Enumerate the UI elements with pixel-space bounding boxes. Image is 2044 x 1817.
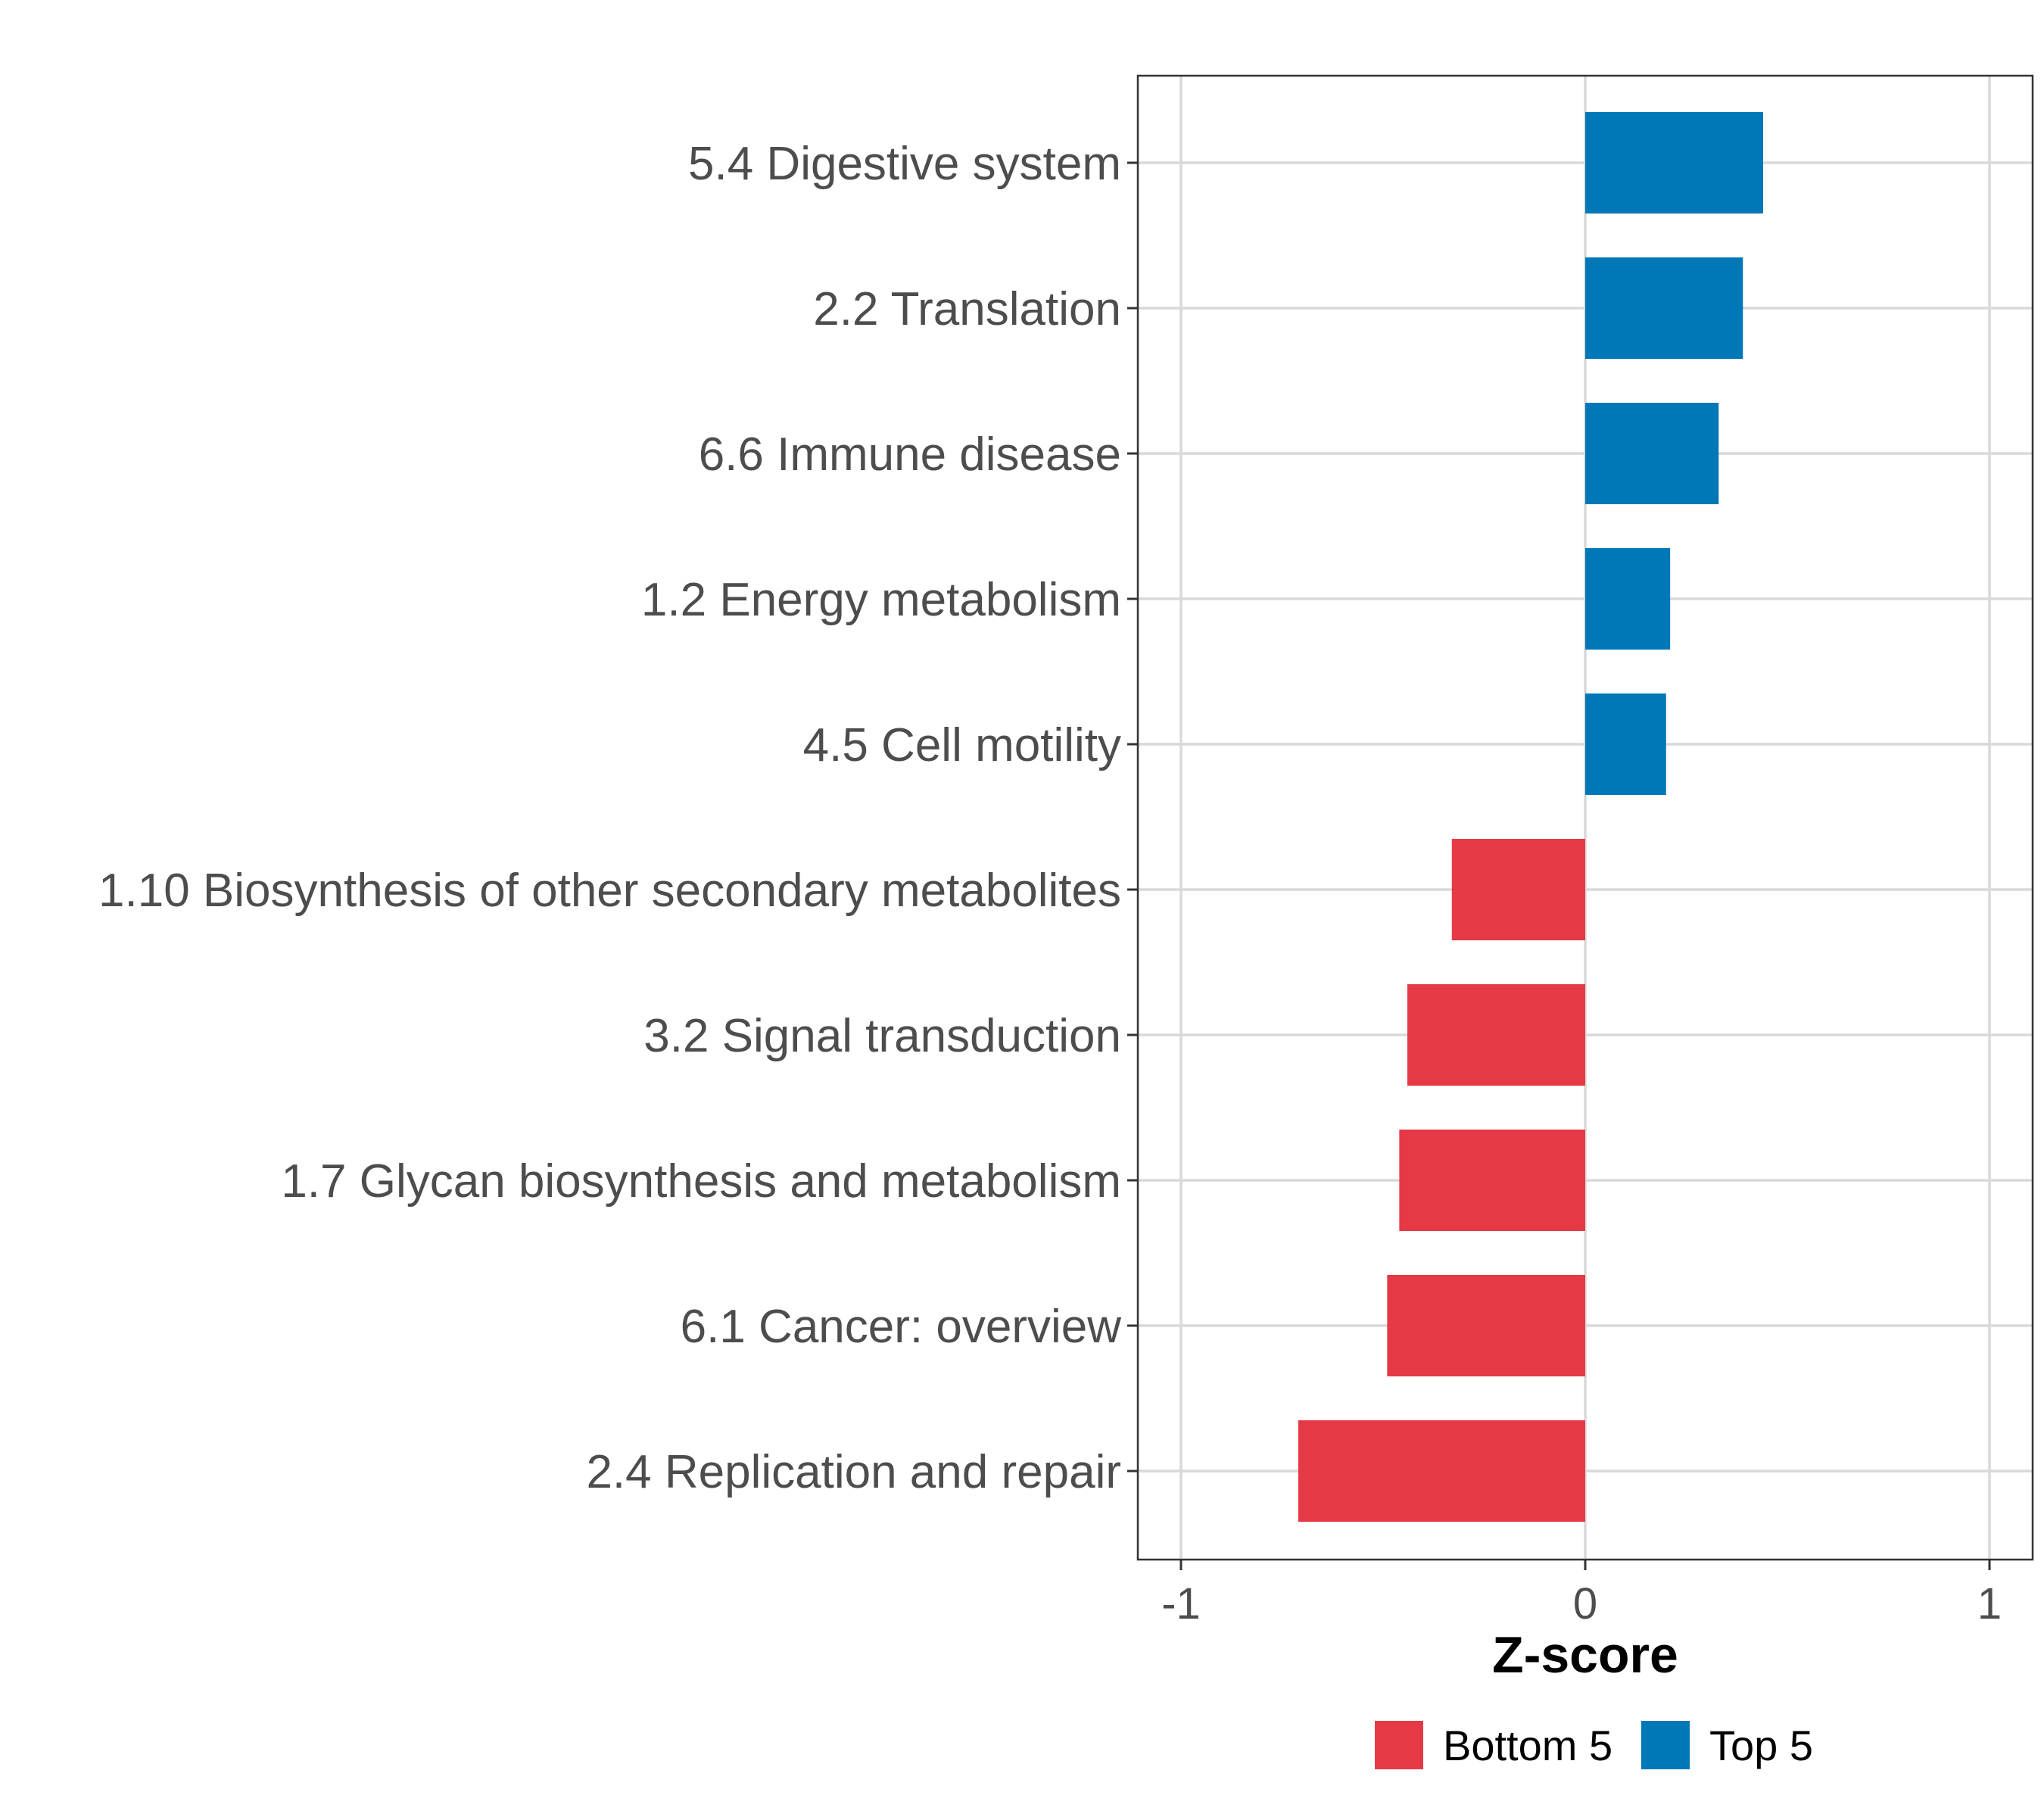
- bars: [1298, 112, 1763, 1522]
- category-label: 4.5 Cell motility: [803, 719, 1121, 771]
- bar-5: [1585, 693, 1666, 795]
- x-axis-title: Z-score: [1492, 1626, 1678, 1684]
- x-tick-label: 0: [1573, 1579, 1597, 1628]
- legend-key-bottom-5: [1375, 1721, 1423, 1769]
- x-tick-label: 1: [1977, 1579, 2002, 1628]
- bar-2: [1585, 257, 1743, 359]
- category-label: 2.4 Replication and repair: [586, 1446, 1121, 1498]
- x-tick-label: -1: [1161, 1579, 1201, 1628]
- y-axis: 5.4 Digestive system 2.2 Translation 6.6 I…: [98, 138, 1138, 1498]
- category-label: 1.2 Energy metabolism: [641, 574, 1121, 626]
- legend-key-top-5: [1641, 1721, 1690, 1769]
- category-label: 5.4 Digestive system: [688, 138, 1121, 190]
- bar-1: [1585, 112, 1763, 213]
- x-axis: -1 0 1: [1161, 1560, 2002, 1628]
- bar-8: [1399, 1130, 1585, 1231]
- bar-3: [1585, 403, 1719, 504]
- category-label: 3.2 Signal transduction: [643, 1010, 1121, 1062]
- bar-9: [1387, 1275, 1585, 1376]
- legend: Bottom 5 Top 5: [1375, 1721, 1813, 1769]
- category-label: 1.10 Biosynthesis of other secondary met…: [98, 865, 1121, 917]
- bar-4: [1585, 548, 1671, 650]
- bar-6: [1451, 839, 1585, 940]
- category-label: 1.7 Glycan biosynthesis and metabolism: [281, 1155, 1121, 1208]
- category-label: 6.6 Immune disease: [699, 429, 1121, 481]
- category-label: 6.1 Cancer: overview: [681, 1301, 1122, 1353]
- category-label: 2.2 Translation: [813, 283, 1121, 335]
- bar-7: [1407, 984, 1585, 1086]
- legend-label: Top 5: [1709, 1722, 1813, 1769]
- bar-10: [1298, 1420, 1585, 1522]
- legend-label: Bottom 5: [1443, 1722, 1612, 1769]
